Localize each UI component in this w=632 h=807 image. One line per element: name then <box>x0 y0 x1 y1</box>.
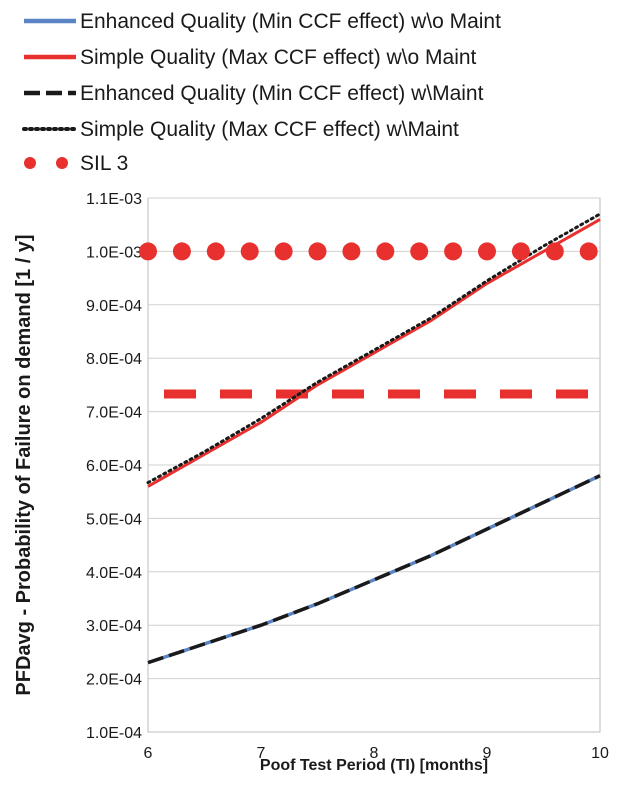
y-tick-label: 1.1E-03 <box>86 191 142 208</box>
x-tick-label: 10 <box>591 745 609 762</box>
y-tick-label: 7.0E-04 <box>86 405 142 422</box>
y-tick-label: 9.0E-04 <box>86 298 142 315</box>
x-tick-label: 7 <box>257 745 266 762</box>
sil3-point <box>172 242 191 261</box>
legend-label: Simple Quality (Max CCF effect) w\Maint <box>80 118 459 141</box>
x-tick-label: 9 <box>483 745 492 762</box>
sil3-point <box>274 242 293 261</box>
x-tick-label: 6 <box>144 745 153 762</box>
y-tick-label: 1.0E-03 <box>86 244 142 261</box>
sil3-point <box>444 242 463 261</box>
x-axis-title: Poof Test Period (TI) [months] <box>260 757 488 774</box>
y-tick-label: 8.0E-04 <box>86 351 142 368</box>
legend-label: Enhanced Quality (Min CCF effect) w\o Ma… <box>80 10 501 33</box>
sil3-point <box>511 242 530 261</box>
sil3-point <box>342 242 361 261</box>
series-line-3 <box>147 474 601 665</box>
legend-marker <box>24 157 36 169</box>
series-line-2 <box>147 218 601 488</box>
legend-label: SIL 3 <box>80 152 128 175</box>
sil3-point <box>545 242 564 261</box>
legend-marker <box>56 157 68 169</box>
sil3-point <box>478 242 496 261</box>
sil3-point <box>579 242 598 261</box>
y-tick-label: 1.0E-04 <box>86 725 142 742</box>
x-tick-label: 8 <box>370 745 379 762</box>
y-tick-label: 2.0E-04 <box>86 672 142 689</box>
sil3-point <box>376 242 395 261</box>
y-tick-label: 5.0E-04 <box>86 511 142 528</box>
sil3-point <box>139 242 157 261</box>
sil3-point <box>308 242 327 261</box>
y-tick-label: 6.0E-04 <box>86 458 142 475</box>
legend-label: Enhanced Quality (Min CCF effect) w\Main… <box>80 82 484 105</box>
sil3-point <box>240 242 259 261</box>
y-axis-title: PFDavg - Probability of Failure on deman… <box>13 234 35 695</box>
y-tick-label: 3.0E-04 <box>86 618 142 635</box>
y-tick-label: 4.0E-04 <box>86 565 142 582</box>
sil3-point <box>206 242 225 261</box>
legend-label: Simple Quality (Max CCF effect) w\o Main… <box>80 46 477 69</box>
sil3-point <box>410 242 429 261</box>
